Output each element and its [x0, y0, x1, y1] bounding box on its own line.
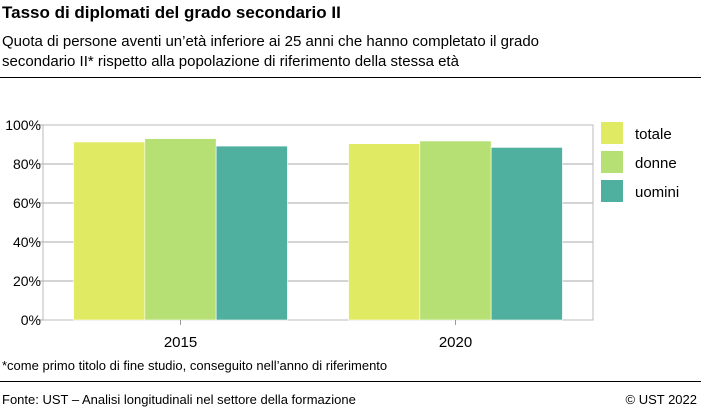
copyright: © UST 2022	[625, 392, 698, 407]
legend-swatch-uomini	[601, 180, 623, 202]
source: Fonte: UST – Analisi longitudinali nel s…	[2, 392, 356, 407]
y-tick-label: 60%	[13, 195, 41, 211]
divider	[0, 77, 701, 78]
legend-label-totale: totale	[635, 126, 672, 143]
chart-subtitle-2: secondario II* rispetto alla popolazione…	[2, 53, 459, 70]
divider	[0, 381, 701, 382]
y-tick-label: 40%	[13, 234, 41, 250]
x-tick-label: 2015	[164, 334, 197, 351]
y-tick-label: 20%	[13, 273, 41, 289]
chart-subtitle: Quota di persone aventi un’età inferiore…	[2, 33, 540, 50]
y-tick-label: 80%	[13, 156, 41, 172]
y-tick-label: 100%	[5, 117, 41, 133]
legend-swatch-donne	[601, 151, 623, 173]
footnote: *come primo titolo di fine studio, conse…	[2, 358, 388, 373]
legend-swatch-totale	[601, 122, 623, 144]
bar-uomini-2015	[215, 145, 288, 321]
x-tick-label: 2020	[439, 334, 472, 351]
plot-frame	[42, 124, 594, 321]
bar-totale-2020	[348, 143, 421, 321]
legend-label-donne: donne	[635, 155, 677, 172]
bar-donne-2020	[419, 140, 492, 321]
bar-totale-2015	[73, 141, 146, 321]
legend-label-uomini: uomini	[635, 184, 679, 201]
bar-donne-2015	[144, 138, 217, 321]
y-tick-label: 0%	[21, 312, 41, 328]
chart-title: Tasso di diplomati del grado secondario …	[2, 3, 341, 22]
bar-uomini-2020	[490, 147, 563, 321]
